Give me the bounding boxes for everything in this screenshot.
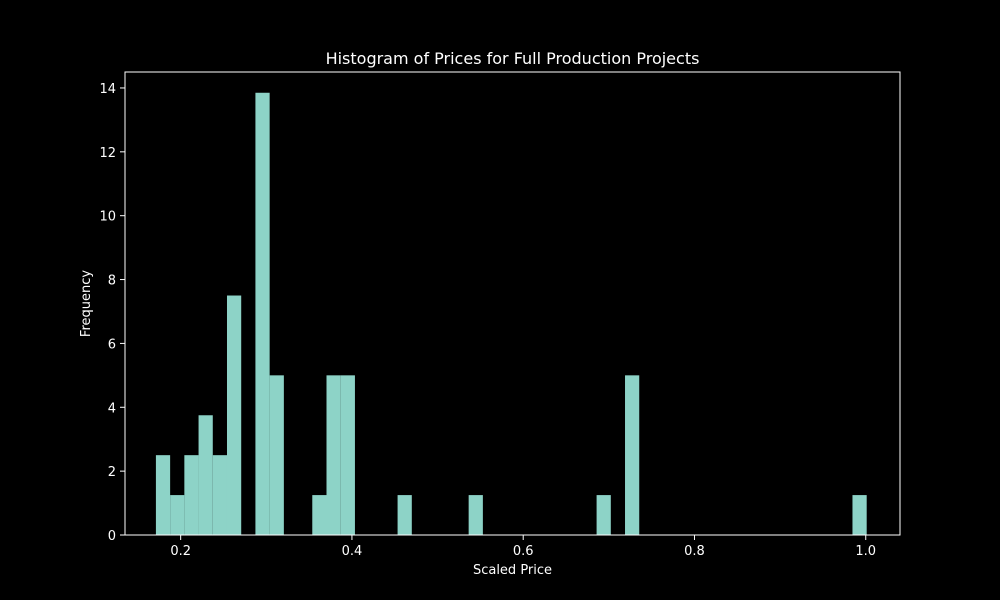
histogram-bar-8 [312,495,327,535]
y-tick-label-4: 8 [108,274,116,289]
histogram-bar-0 [155,455,171,535]
histogram-bar-9 [326,375,341,535]
histogram-bar-11 [397,495,412,535]
chart-title: Histogram of Prices for Full Production … [326,49,700,68]
plot-frame [124,71,901,536]
x-tick-label-1: 0.4 [342,544,363,559]
y-tick-label-1: 2 [108,465,116,480]
histogram-bar-14 [625,375,640,535]
y-axis-label: Frequency [79,270,94,337]
bars-group [155,92,867,535]
x-tick-label-3: 0.8 [684,544,705,559]
histogram-bar-4 [212,455,227,535]
y-tick-label-3: 6 [108,337,116,352]
histogram-bar-6 [255,92,270,535]
x-axis-label: Scaled Price [473,563,552,578]
y-tick-label-5: 10 [99,210,116,225]
y-tick-label-2: 4 [108,401,116,416]
histogram-bar-13 [596,495,611,535]
histogram-bar-7 [269,375,284,535]
x-tick-label-0: 0.2 [170,544,191,559]
y-tick-label-0: 0 [108,529,116,544]
x-tick-label-2: 0.6 [513,544,534,559]
y-axis-ticks: 0 2 4 6 8 10 12 14 [99,82,125,544]
histogram-bar-10 [340,375,355,535]
histogram-bar-3 [198,415,213,535]
y-tick-label-6: 12 [99,146,116,161]
histogram-bar-15 [852,495,867,535]
x-tick-label-4: 1.0 [855,544,876,559]
x-axis-ticks: 0.2 0.4 0.6 0.8 1.0 [170,535,876,559]
y-tick-label-7: 14 [99,82,116,97]
histogram-bar-2 [184,455,199,535]
histogram-bar-12 [468,495,483,535]
histogram-bar-1 [170,495,185,535]
histogram-bar-5 [226,295,242,535]
